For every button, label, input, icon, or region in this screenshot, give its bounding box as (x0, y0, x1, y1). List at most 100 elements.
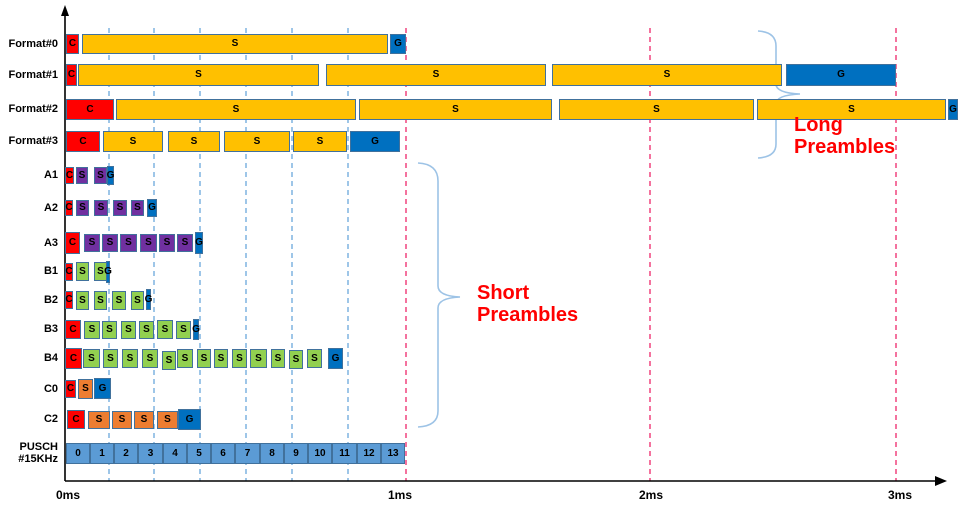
preamble-block-C: C (65, 348, 82, 369)
preamble-block-S: S (88, 411, 110, 429)
preamble-block-S: S (139, 321, 154, 339)
preamble-block-S: S (103, 131, 163, 152)
preamble-block-S: S (326, 64, 546, 86)
preamble-block-C: C (65, 263, 73, 281)
preamble-block-C: C (65, 200, 73, 216)
preamble-block-C: C (67, 410, 85, 429)
preamble-block-S: S (177, 234, 193, 252)
preamble-block-C: C (65, 232, 80, 254)
row-label: B3 (43, 322, 58, 335)
preamble-block-S: S (94, 167, 107, 184)
preamble-block-S: S (116, 99, 356, 120)
preamble-block-S: S (197, 349, 211, 368)
preamble-block-S: S (102, 234, 118, 252)
preamble-block-S: S (112, 291, 126, 310)
preamble-block-S: S (82, 34, 388, 54)
preamble-block-S: S (168, 131, 220, 152)
preamble-block-S: S (76, 200, 89, 216)
preamble-block-G: G (948, 99, 958, 120)
preamble-block-S: S (157, 411, 178, 429)
pusch-symbol: 6 (211, 443, 235, 464)
preamble-block-S: S (76, 167, 88, 184)
short-preambles-brace-icon (417, 162, 461, 428)
preamble-block-S: S (157, 320, 173, 339)
gridlines (108, 28, 897, 481)
long-preambles-label: Long Preambles (794, 114, 896, 159)
preamble-block-S: S (289, 350, 303, 369)
row-label: B4 (43, 351, 58, 364)
pusch-symbol: 13 (381, 443, 405, 464)
preamble-block-G: G (328, 348, 343, 369)
row-label: A2 (43, 201, 58, 214)
row-label: Format#3 (8, 134, 58, 147)
preamble-block-S: S (112, 411, 132, 429)
preamble-block-S: S (94, 291, 107, 310)
short-preambles-label: Short Preambles (477, 282, 579, 327)
preamble-block-G: G (104, 261, 112, 283)
preamble-block-C: C (65, 167, 74, 184)
preamble-block-C: C (66, 131, 100, 152)
preamble-block-C: C (66, 99, 114, 120)
row-label: B1 (43, 264, 58, 277)
row-label: A3 (43, 236, 58, 249)
preamble-block-S: S (131, 291, 144, 310)
pusch-symbol: 11 (332, 443, 357, 464)
preamble-block-G: G (786, 64, 896, 86)
pusch-symbol: 0 (66, 443, 90, 464)
preamble-block-S: S (757, 99, 946, 120)
pusch-symbol: 1 (90, 443, 114, 464)
pusch-symbol: 8 (260, 443, 284, 464)
preamble-block-S: S (293, 131, 347, 152)
preamble-block-S: S (122, 349, 138, 368)
row-label: A1 (43, 168, 58, 181)
preamble-block-S: S (162, 351, 176, 370)
pusch-symbol: 4 (163, 443, 187, 464)
preamble-block-G: G (390, 34, 406, 54)
preamble-block-G: G (147, 199, 157, 217)
preamble-block-S: S (140, 234, 157, 252)
preamble-block-C: C (65, 320, 81, 339)
preamble-block-S: S (78, 64, 319, 86)
preamble-block-C: C (65, 291, 73, 309)
pusch-symbol: 12 (357, 443, 381, 464)
row-label: Format#0 (8, 37, 58, 50)
preamble-block-G: G (145, 289, 152, 310)
preamble-block-S: S (177, 349, 193, 368)
preamble-block-S: S (142, 349, 158, 368)
preamble-block-S: S (552, 64, 782, 86)
preamble-block-G: G (350, 131, 400, 152)
row-label: C0 (43, 382, 58, 395)
preamble-block-S: S (232, 349, 247, 368)
pusch-symbol: 2 (114, 443, 138, 464)
preamble-block-C: C (65, 380, 76, 398)
pusch-symbol: 3 (138, 443, 163, 464)
row-label: Format#1 (8, 68, 58, 81)
long-preambles-brace-icon (757, 30, 801, 159)
preamble-block-S: S (176, 321, 191, 339)
preamble-block-G: G (195, 232, 203, 254)
preamble-block-G: G (94, 378, 111, 399)
preamble-block-S: S (113, 200, 127, 216)
row-label: Format#2 (8, 102, 58, 115)
pusch-symbol: 9 (284, 443, 308, 464)
preamble-block-S: S (83, 349, 100, 368)
preamble-block-S: S (76, 262, 89, 281)
preamble-block-S: S (121, 321, 136, 339)
preamble-block-S: S (94, 200, 108, 216)
preamble-block-S: S (307, 349, 322, 368)
pusch-symbol: 5 (187, 443, 211, 464)
time-axis-tick-label: 2ms (638, 488, 664, 502)
preamble-block-S: S (224, 131, 290, 152)
pusch-symbol: 7 (235, 443, 260, 464)
pusch-symbol: 10 (308, 443, 332, 464)
preamble-block-S: S (102, 321, 117, 339)
x-axis-arrow-icon (935, 476, 947, 486)
preamble-block-S: S (120, 234, 137, 252)
preamble-block-S: S (559, 99, 754, 120)
time-axis-tick-label: 3ms (887, 488, 913, 502)
preamble-block-S: S (271, 349, 285, 368)
preamble-block-S: S (131, 200, 144, 216)
preamble-block-C: C (66, 34, 79, 54)
preamble-block-G: G (192, 319, 200, 340)
y-axis-arrow-icon (61, 5, 69, 16)
